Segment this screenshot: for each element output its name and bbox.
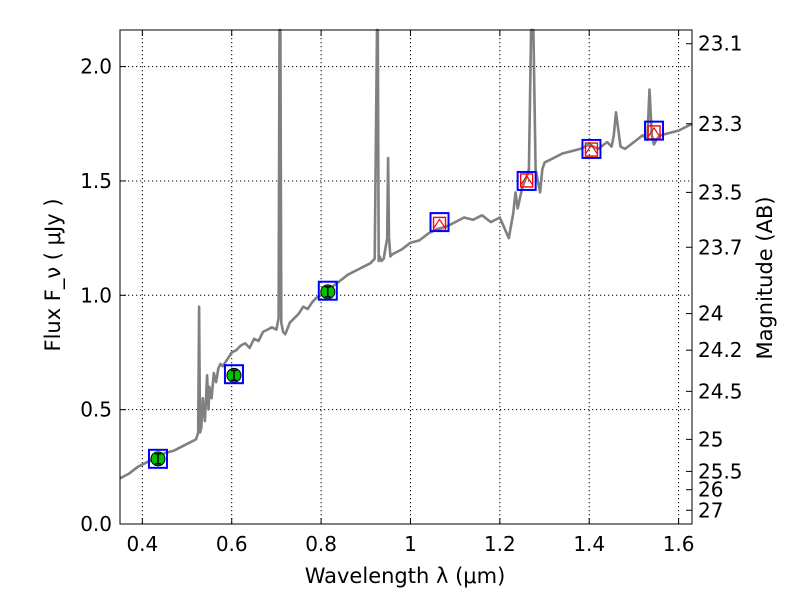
y2-tick-label: 25 [698, 427, 723, 451]
model-point [223, 364, 244, 385]
x-tick-label: 0.8 [305, 532, 337, 556]
x-axis-label: Wavelength λ (μm) [305, 564, 506, 588]
spectrum-layer [119, 28, 693, 480]
y2-tick-label: 23.1 [698, 32, 743, 56]
y-tick-label: 0.0 [80, 512, 112, 536]
x-tick-label: 1.4 [573, 532, 605, 556]
upper-limit-marker [519, 173, 534, 188]
tick-layer [120, 30, 692, 525]
model-point [429, 212, 450, 233]
y-tick-label: 1.0 [80, 283, 112, 307]
spectrum-line [119, 28, 693, 480]
model-point [516, 170, 537, 191]
x-tick-label: 1.2 [484, 532, 516, 556]
x-tick-label: 0.4 [126, 532, 158, 556]
model-point [147, 448, 168, 469]
x-tick-label: 1.6 [663, 532, 695, 556]
upper-limit-marker [584, 142, 599, 157]
y2-tick-label: 23.3 [698, 112, 743, 136]
upper-limit-arrow [584, 143, 598, 155]
y-tick-label: 2.0 [80, 55, 112, 79]
y2-tick-label: 24.5 [698, 379, 743, 403]
upper-limit-arrow [520, 174, 534, 186]
plot-frame [119, 29, 693, 525]
y2-tick-label: 23.5 [698, 180, 743, 204]
y2-tick-label: 25.5 [698, 459, 743, 483]
y2-tick-label: 27 [698, 498, 723, 522]
y2-tick-label: 23.7 [698, 235, 743, 259]
grid [120, 30, 692, 525]
upper-limit-arrow [647, 126, 661, 138]
model-point [317, 280, 338, 301]
y-tick-label: 0.5 [80, 398, 112, 422]
x-tick-label: 1 [404, 532, 417, 556]
y2-tick-label: 26 [698, 478, 723, 502]
upper-limit-arrow [433, 218, 447, 229]
y2-tick-label: 24 [698, 302, 723, 326]
points-layer [147, 120, 665, 469]
x-tick-label: 0.6 [216, 532, 248, 556]
model-point [581, 138, 602, 159]
model-point [644, 120, 665, 141]
y-axis-label: Flux F_ν ( μJy ) [41, 198, 66, 351]
label-layer: 0.4 0.6 0.8 1 1.2 1.4 1.6 0.0 0.5 1.0 1.5 2.0 23.1 23… [80, 32, 742, 556]
y-tick-label: 1.5 [80, 169, 112, 193]
y2-axis-label: Magnitude (AB) [753, 196, 777, 359]
y2-tick-label: 24.2 [698, 338, 743, 362]
